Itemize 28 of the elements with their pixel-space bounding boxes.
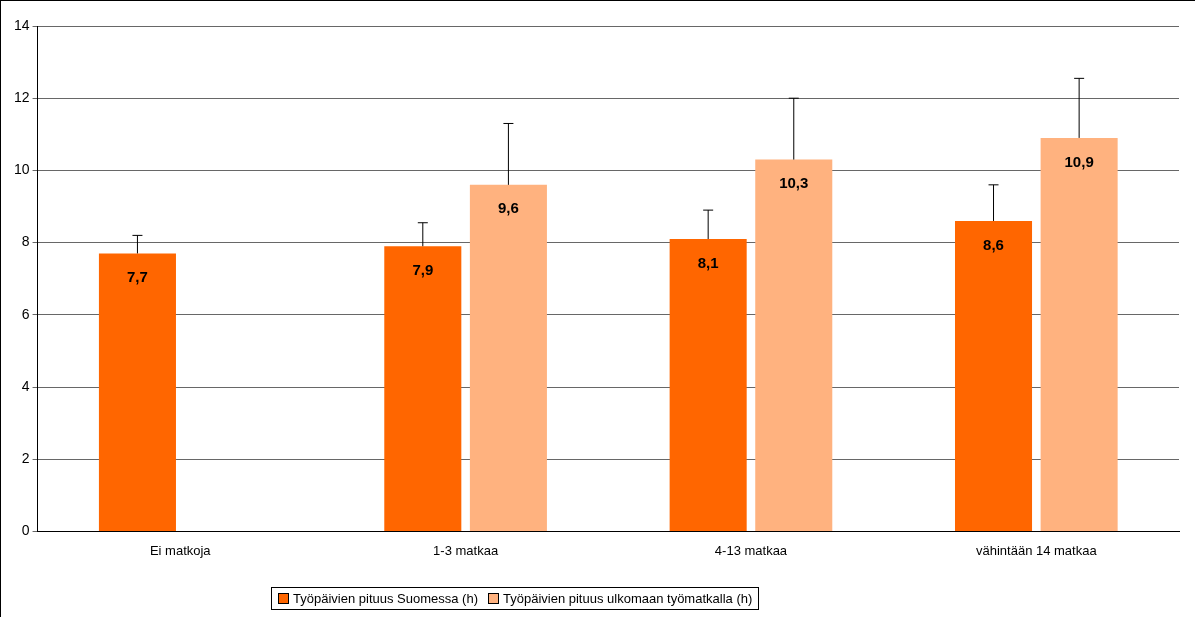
bar [955, 220, 1033, 532]
x-tick-label: vähintään 14 matkaa [975, 542, 1098, 558]
y-tick-label: 10 [13, 161, 30, 178]
bar [98, 253, 176, 532]
y-tick-label: 0 [21, 522, 30, 539]
bar [384, 246, 462, 532]
data-label: 8,6 [983, 235, 1004, 253]
x-tick-label: 1-3 matkaa [433, 542, 499, 558]
bar [755, 159, 833, 532]
data-label: 7,9 [412, 260, 434, 278]
data-label: 9,6 [497, 199, 519, 217]
y-tick-label: 8 [21, 233, 30, 250]
y-tick-label: 12 [13, 89, 30, 106]
bar [469, 184, 547, 532]
legend-label: Työpäivien pituus Suomessa (h) [293, 591, 478, 606]
data-label: 8,1 [697, 253, 719, 271]
data-label: 10,3 [779, 174, 809, 192]
legend-label: Työpäivien pituus ulkomaan työmatkalla (h) [502, 591, 753, 606]
y-tick-label: 14 [13, 16, 30, 33]
y-tick-label: 4 [21, 377, 30, 394]
data-label: 10,9 [1064, 152, 1094, 170]
y-tick-label: 6 [21, 305, 30, 322]
bar [1040, 137, 1118, 532]
x-tick-label: Ei matkoja [149, 542, 212, 558]
data-label: 7,7 [127, 268, 148, 286]
x-tick-label: 4-13 matkaa [714, 542, 788, 558]
bar [669, 238, 747, 532]
y-tick-label: 2 [21, 450, 30, 467]
